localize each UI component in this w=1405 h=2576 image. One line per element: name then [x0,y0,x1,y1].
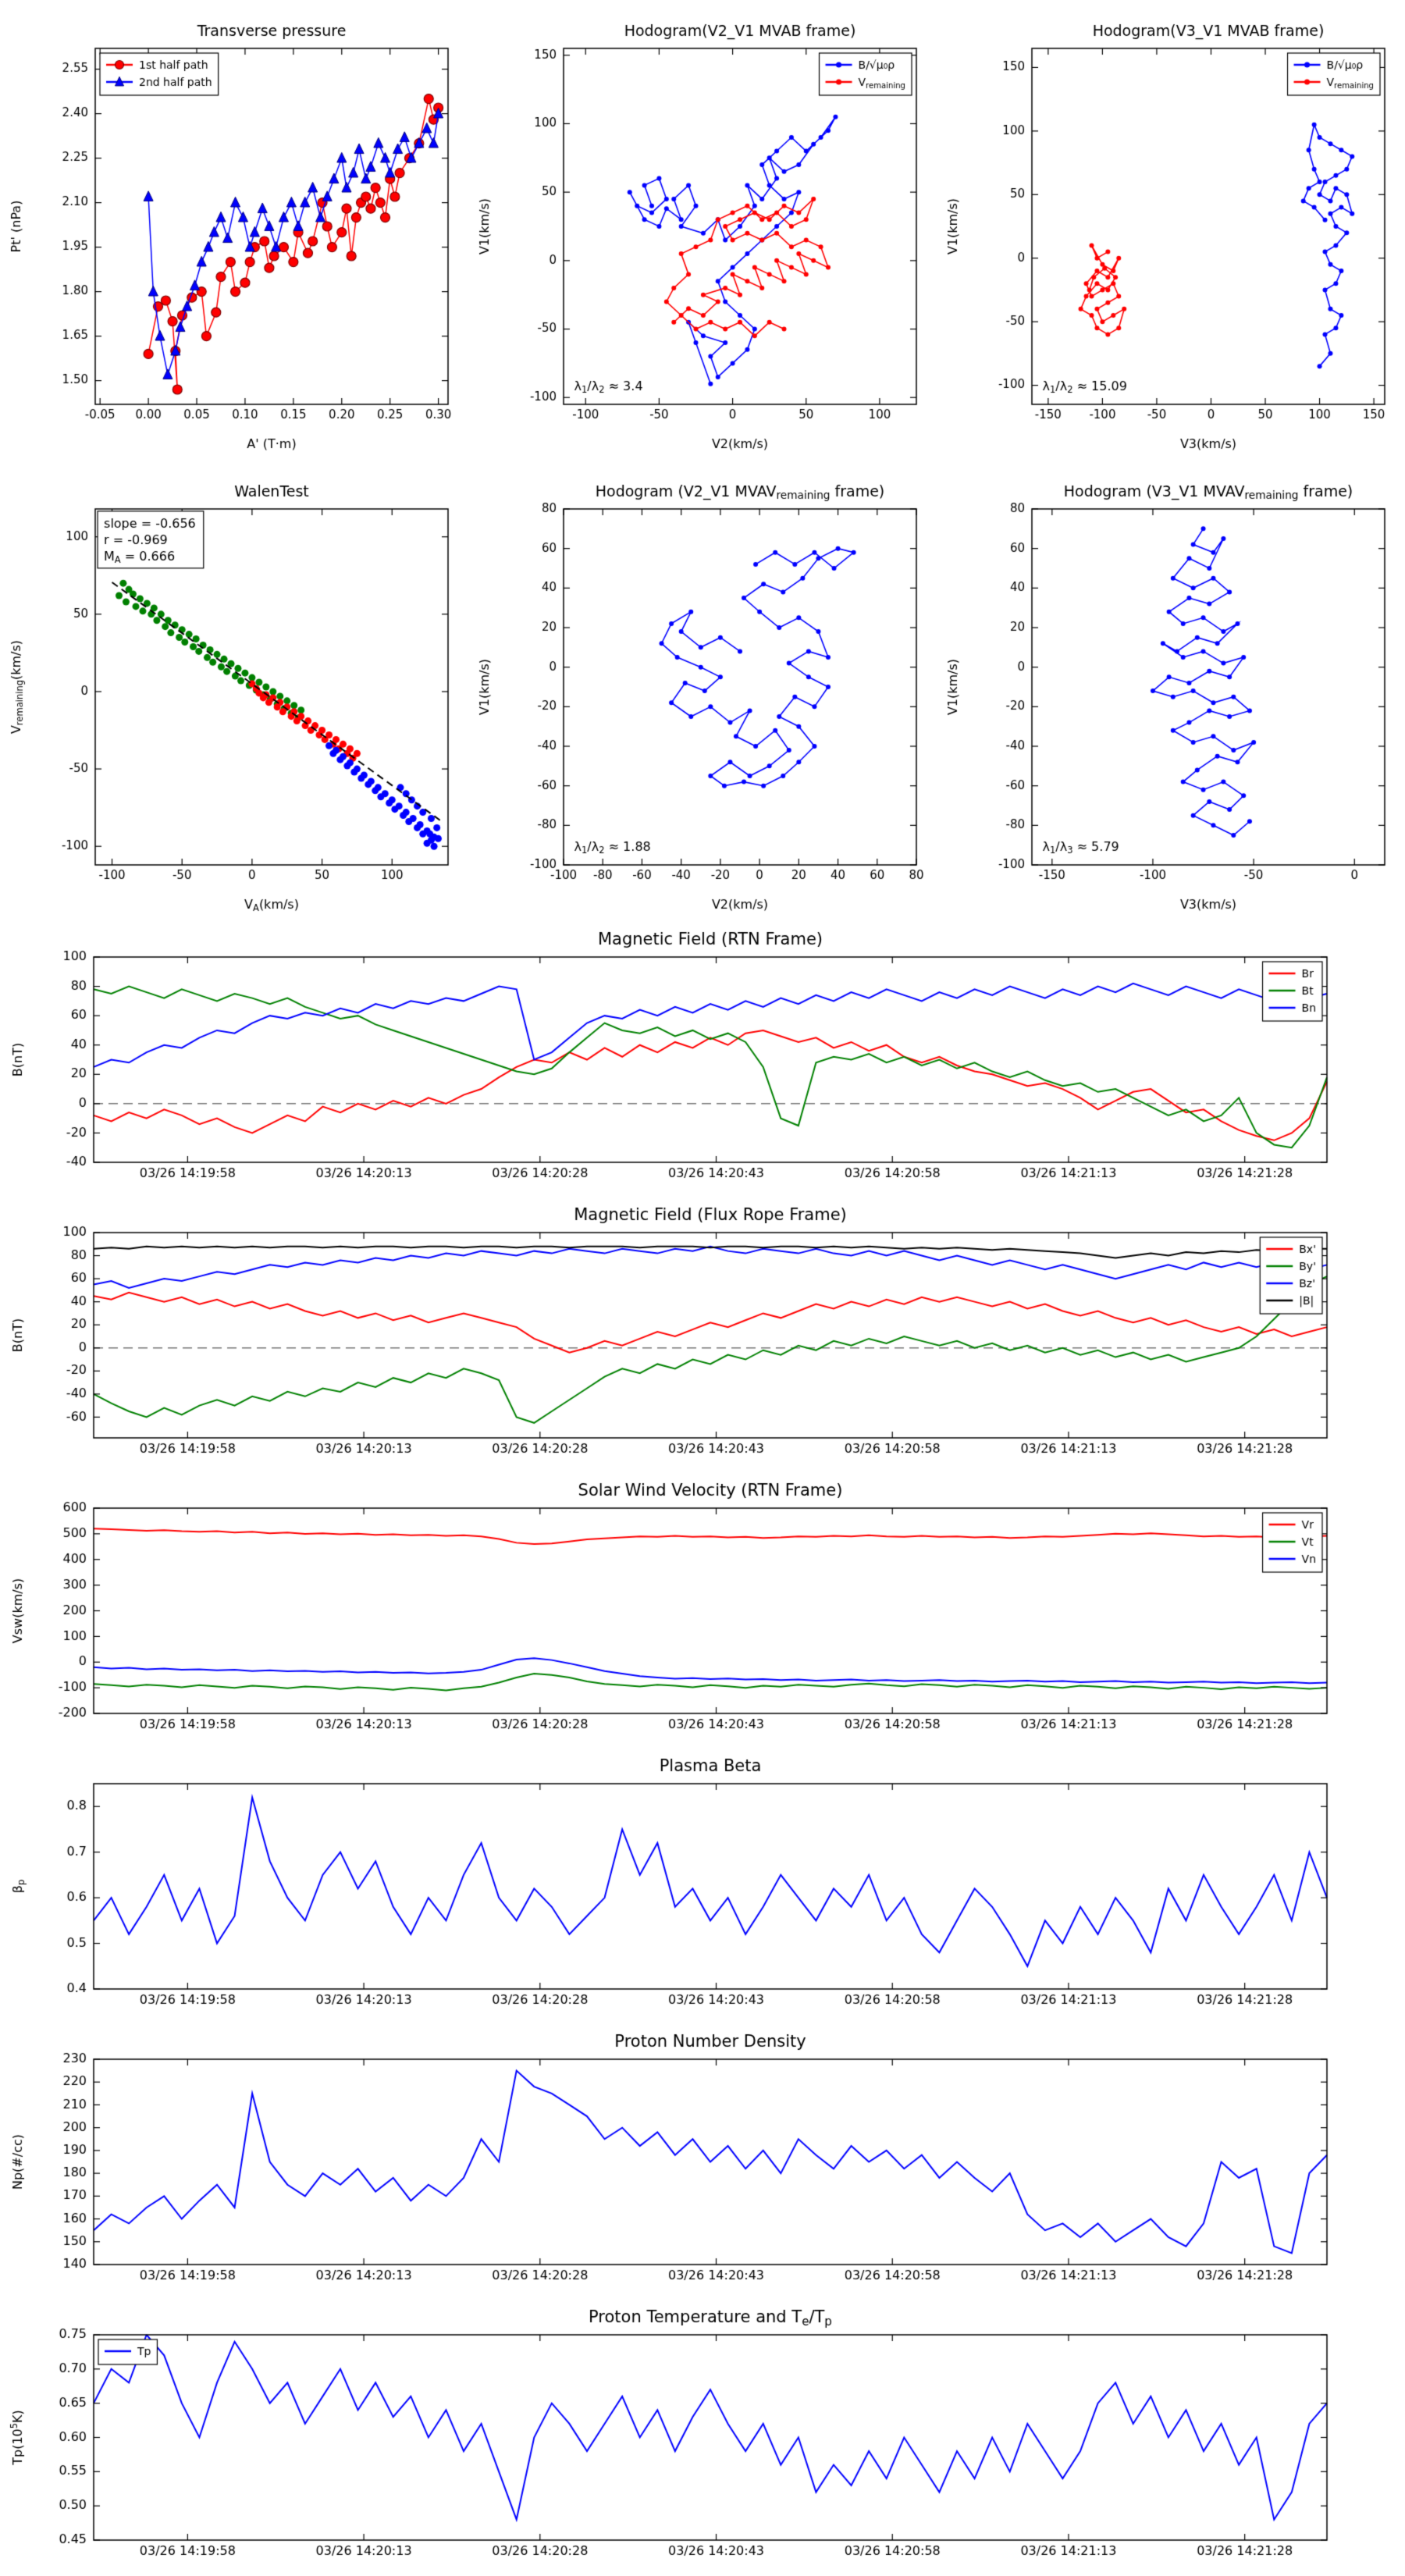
top-row [0,0,1405,461]
chart-walen-test [0,461,468,921]
chart-transverse-pressure [0,0,468,461]
chart-magnetic-field-rtn [0,921,1405,1197]
chart-hodogram-v2v1-mvav [468,461,937,921]
chart-solar-wind-velocity [0,1472,1405,1748]
chart-proton-temperature [0,2299,1405,2574]
chart-hodogram-v3v1-mvav [937,461,1405,921]
second-row [0,461,1405,921]
chart-plasma-beta [0,1748,1405,2023]
chart-hodogram-v3v1-mvab [937,0,1405,461]
chart-magnetic-field-flux-rope [0,1197,1405,1472]
chart-proton-density [0,2023,1405,2299]
chart-hodogram-v2v1-mvab [468,0,937,461]
